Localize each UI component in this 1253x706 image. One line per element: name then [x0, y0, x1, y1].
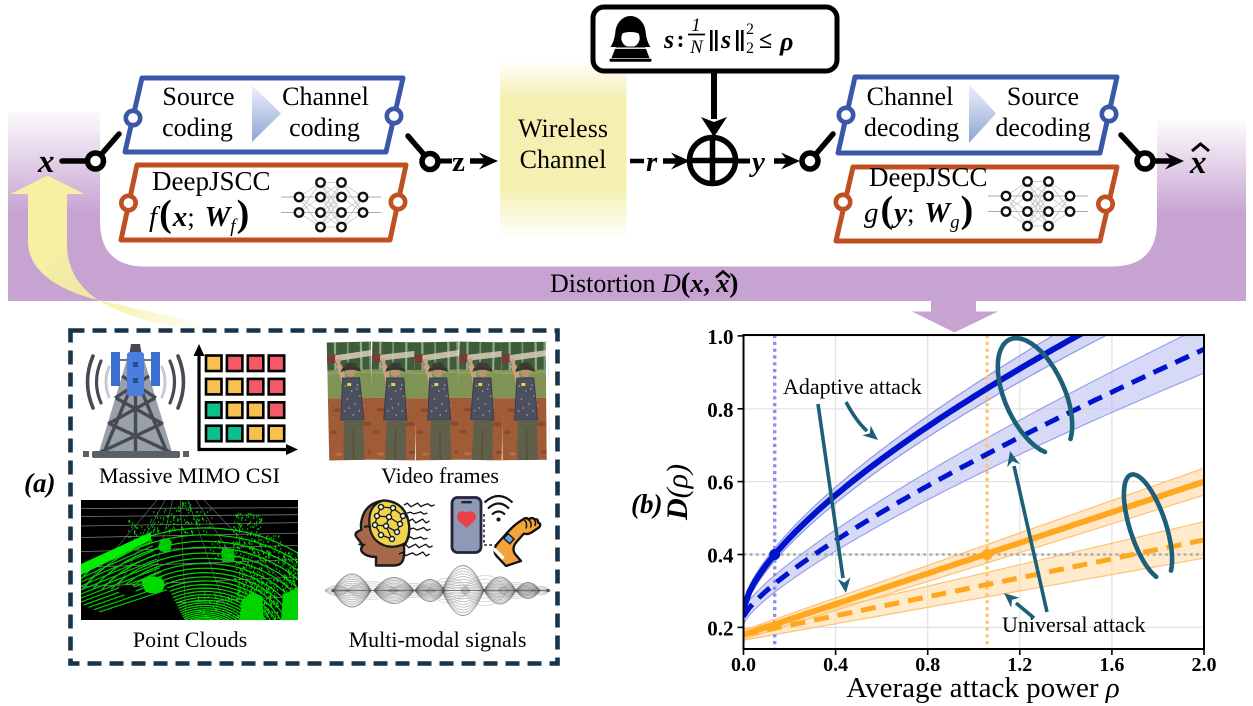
svg-text:f(x; Wf): f(x; Wf): [149, 193, 249, 237]
svg-text:1.2: 1.2: [1007, 654, 1032, 676]
svg-text:0.0: 0.0: [731, 654, 756, 676]
svg-text:N: N: [689, 37, 704, 58]
svg-text:Wireless: Wireless: [518, 114, 608, 143]
svg-text:y: y: [749, 146, 765, 178]
svg-text:0.8: 0.8: [707, 398, 733, 422]
svg-text:Source: Source: [162, 82, 234, 111]
svg-text:Adaptive attack: Adaptive attack: [783, 374, 922, 399]
svg-text:decoding: decoding: [864, 113, 959, 142]
svg-text:2: 2: [746, 40, 754, 57]
svg-text::: :: [677, 27, 685, 53]
svg-text:s: s: [720, 25, 731, 54]
svg-text:2: 2: [746, 21, 754, 38]
svg-text:Channel: Channel: [867, 82, 954, 111]
svg-text:(a): (a): [24, 468, 55, 498]
svg-text:(b): (b): [631, 489, 662, 519]
svg-text:DeepJSCC: DeepJSCC: [152, 166, 271, 196]
svg-text:r: r: [646, 146, 658, 178]
svg-text:coding: coding: [289, 113, 360, 142]
svg-text:Distortion D(x, x): Distortion D(x, x): [550, 267, 738, 299]
svg-text:1: 1: [691, 15, 701, 36]
svg-text:D(ρ): D(ρ): [661, 464, 694, 521]
svg-text:1.6: 1.6: [1099, 654, 1124, 676]
svg-text:Massive MIMO CSI: Massive MIMO CSI: [99, 463, 280, 488]
svg-text:Channel: Channel: [520, 145, 607, 174]
svg-text:z: z: [452, 146, 465, 178]
svg-text:0.4: 0.4: [707, 544, 734, 568]
svg-text:Universal attack: Universal attack: [1002, 612, 1146, 637]
svg-text:decoding: decoding: [995, 113, 1090, 142]
svg-text:0.4: 0.4: [823, 654, 848, 676]
svg-text:0.8: 0.8: [915, 654, 940, 676]
svg-text:ρ: ρ: [779, 27, 793, 56]
svg-text:Channel: Channel: [282, 82, 369, 111]
svg-text:s: s: [663, 25, 674, 54]
svg-text:x: x: [1189, 145, 1207, 181]
svg-text:x: x: [37, 144, 55, 180]
svg-text:g(y; Wg): g(y; Wg): [864, 189, 973, 233]
svg-text:0.2: 0.2: [707, 616, 733, 640]
svg-text:Average attack power ρ: Average attack power ρ: [846, 672, 1120, 704]
svg-text:≤: ≤: [759, 28, 772, 54]
svg-text:1.0: 1.0: [707, 325, 733, 349]
svg-text:coding: coding: [162, 113, 233, 142]
svg-text:2.0: 2.0: [1192, 654, 1217, 676]
svg-text:DeepJSCC: DeepJSCC: [869, 162, 988, 192]
svg-text:Multi-modal signals: Multi-modal signals: [349, 627, 527, 652]
svg-text:Video frames: Video frames: [381, 463, 499, 488]
svg-text:0.6: 0.6: [707, 471, 733, 495]
svg-text:Source: Source: [1007, 82, 1079, 111]
svg-text:Point Clouds: Point Clouds: [133, 627, 247, 652]
